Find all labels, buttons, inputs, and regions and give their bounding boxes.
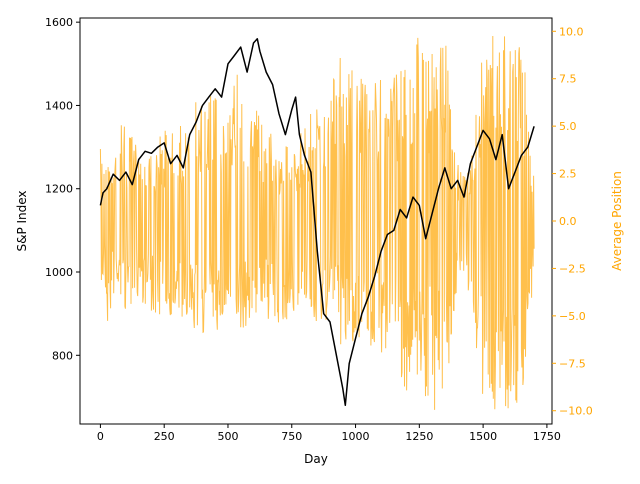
right-y-axis-label: Average Position <box>610 171 624 271</box>
x-axis-label: Day <box>304 452 328 466</box>
x-tick-label: 1750 <box>533 430 561 443</box>
right-y-tick-label: 5.0 <box>559 120 577 133</box>
avg-position-line <box>99 35 535 410</box>
x-tick-label: 750 <box>281 430 302 443</box>
x-axis: 0 250 500 750 1000 1250 1500 1750 <box>97 424 561 443</box>
avg-position-series <box>99 35 535 410</box>
x-tick-label: 500 <box>217 430 238 443</box>
right-y-axis: −10.0 −7.5 −5.0 −2.5 0.0 2.5 5.0 7.5 10.0 <box>552 25 593 418</box>
x-tick-label: 0 <box>97 430 104 443</box>
x-tick-label: 250 <box>154 430 175 443</box>
right-y-tick-label: 0.0 <box>559 215 577 228</box>
left-y-tick-label: 800 <box>52 349 73 362</box>
right-y-tick-label: 2.5 <box>559 168 577 181</box>
right-y-tick-label: 10.0 <box>559 25 584 38</box>
right-y-tick-label: −2.5 <box>559 262 586 275</box>
left-y-tick-label: 1400 <box>45 99 73 112</box>
right-y-tick-label: −10.0 <box>559 405 593 418</box>
right-y-tick-label: −5.0 <box>559 310 586 323</box>
right-y-tick-label: −7.5 <box>559 357 586 370</box>
left-y-tick-label: 1000 <box>45 266 73 279</box>
left-y-tick-label: 1200 <box>45 183 73 196</box>
left-y-tick-label: 1600 <box>45 16 73 29</box>
sp-index-line <box>99 38 535 407</box>
x-tick-label: 1000 <box>342 430 370 443</box>
x-tick-label: 1500 <box>469 430 497 443</box>
right-y-tick-label: 7.5 <box>559 73 577 86</box>
left-y-axis: 800 1000 1200 1400 1600 <box>45 16 80 362</box>
sp-index-series <box>99 38 535 407</box>
x-tick-label: 1250 <box>405 430 433 443</box>
left-y-axis-label: S&P Index <box>15 190 29 251</box>
